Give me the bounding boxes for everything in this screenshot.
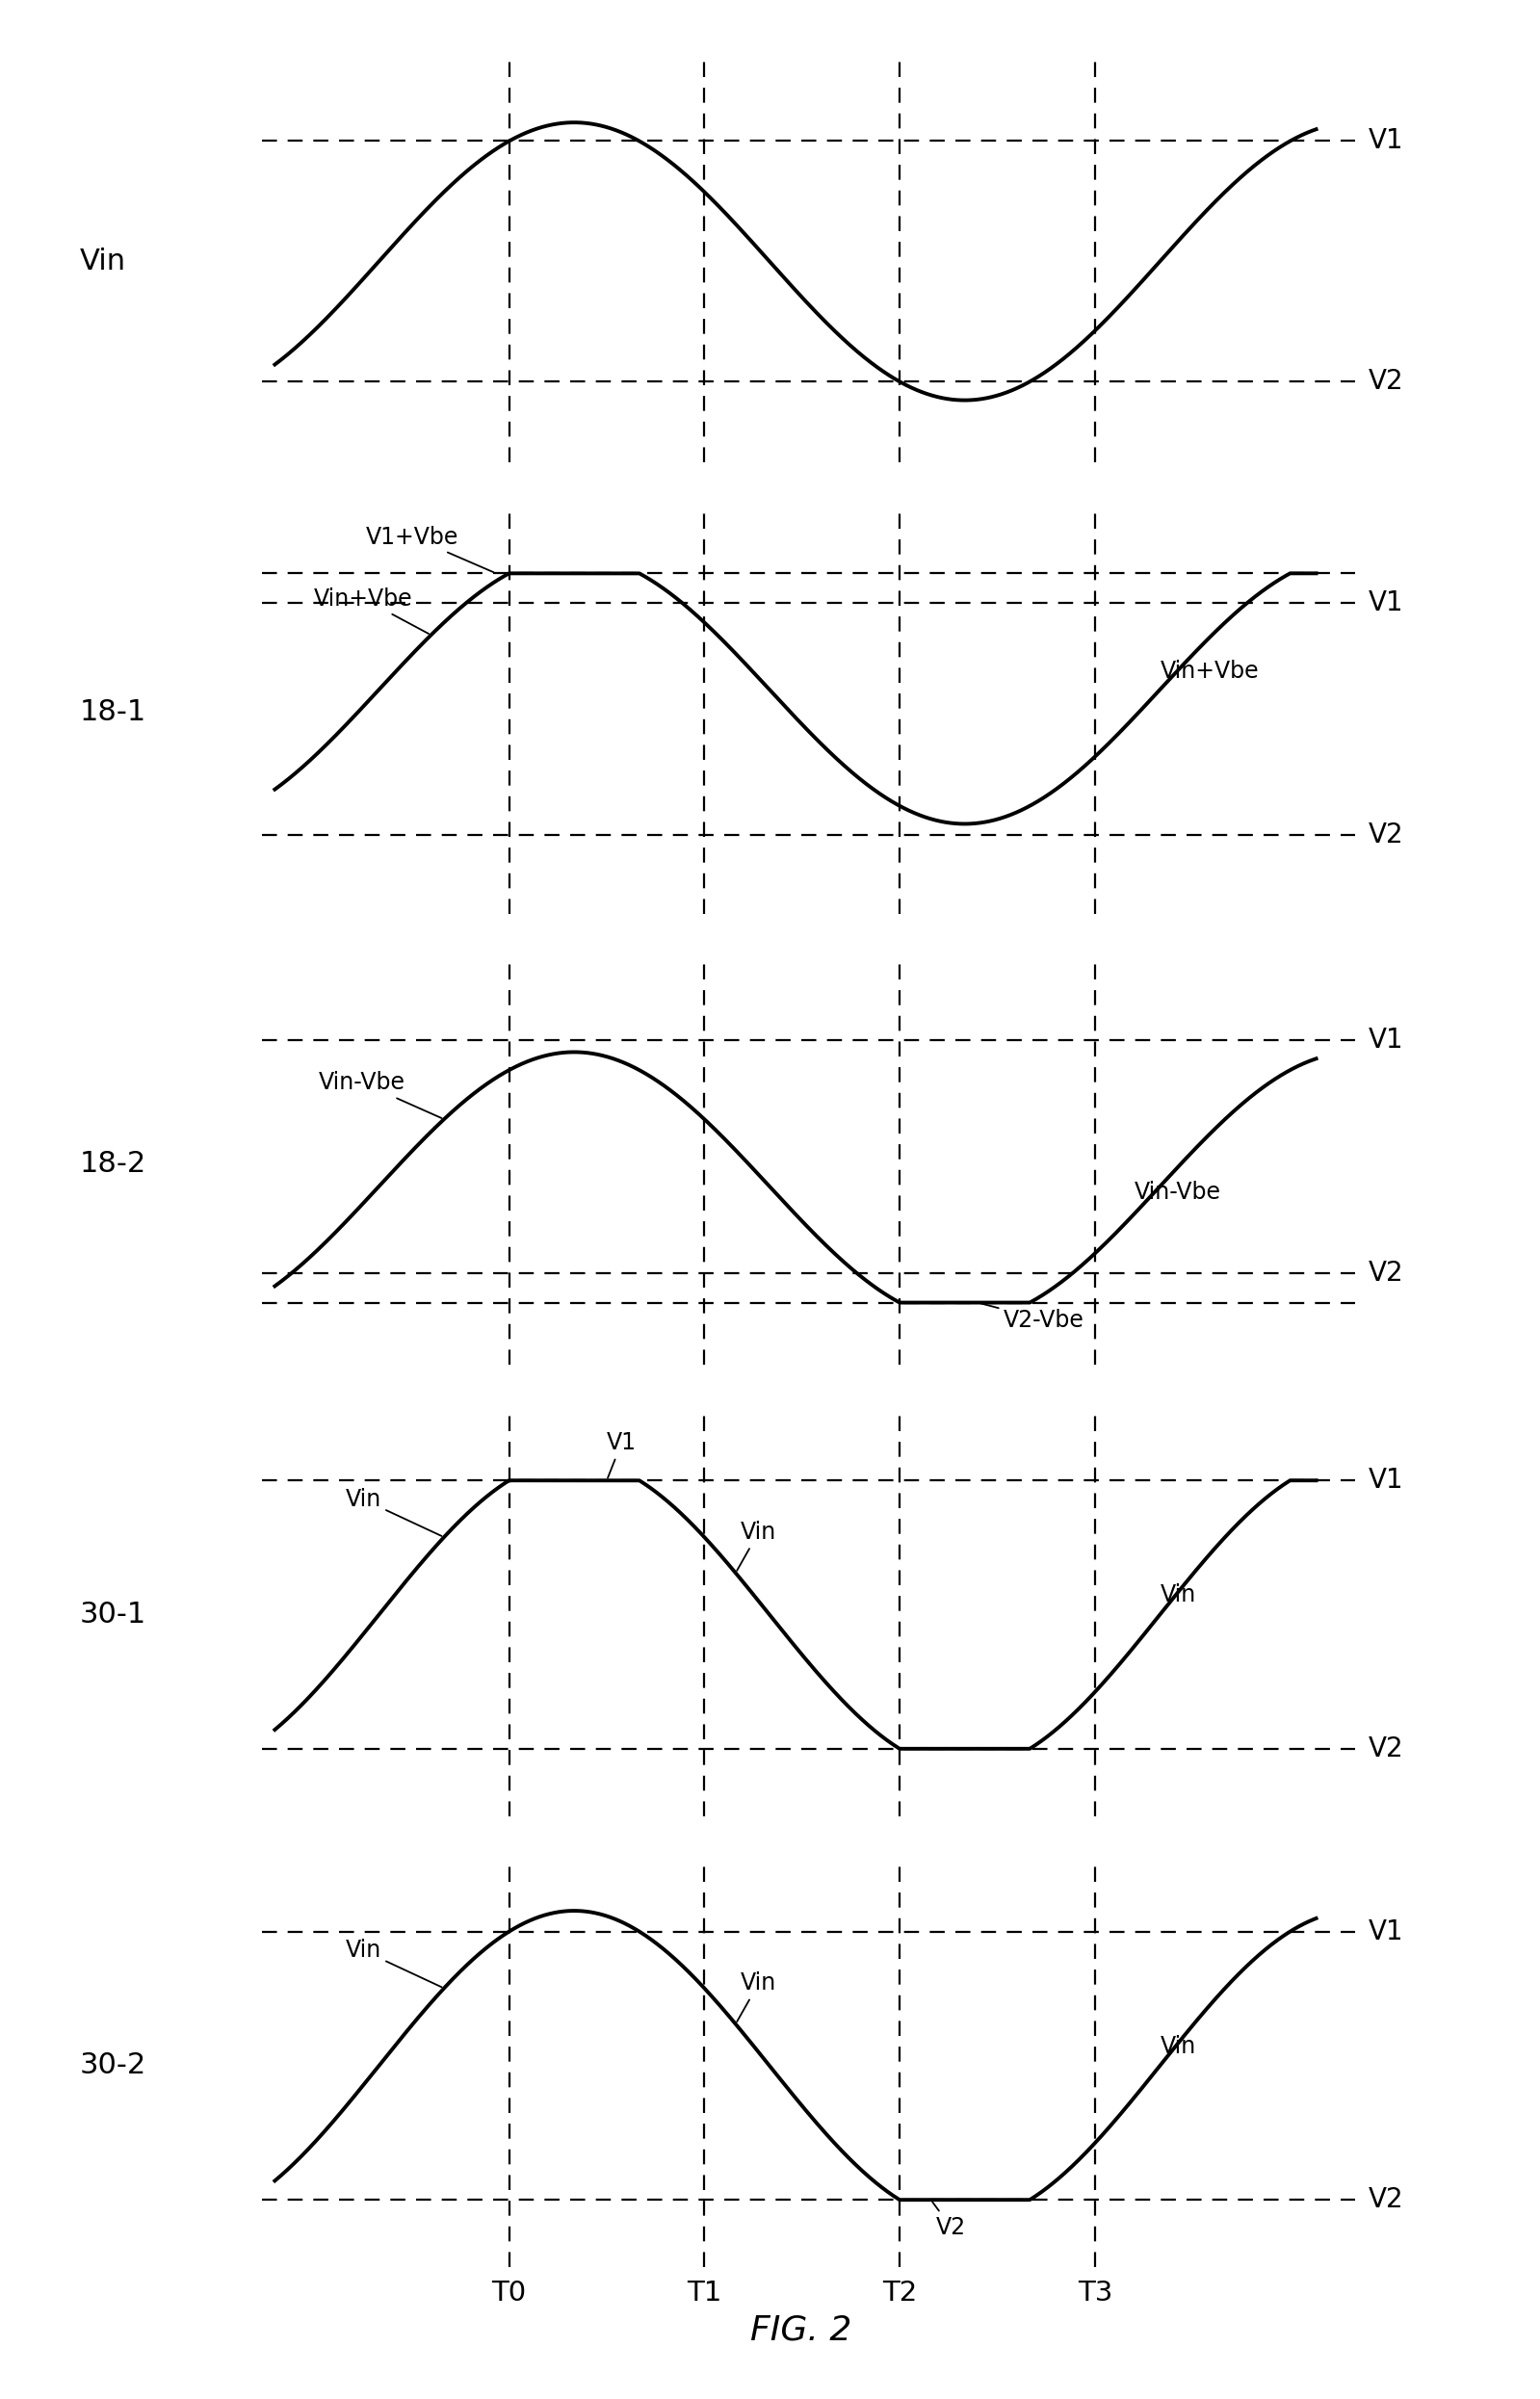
Text: V2: V2 — [1368, 367, 1403, 396]
Text: Vin-Vbe: Vin-Vbe — [1133, 1180, 1221, 1204]
Text: Vin: Vin — [1160, 2034, 1197, 2058]
Text: Vin: Vin — [738, 1972, 776, 2022]
Text: V2: V2 — [932, 2202, 966, 2238]
Text: Vin: Vin — [1160, 1583, 1197, 1607]
Text: Vin: Vin — [345, 1938, 442, 1986]
Text: V1: V1 — [607, 1432, 636, 1478]
Text: V2: V2 — [1368, 823, 1403, 849]
Text: V2: V2 — [1368, 2185, 1403, 2214]
Text: V1: V1 — [1368, 1027, 1403, 1053]
Text: 30-2: 30-2 — [80, 2051, 146, 2080]
Text: 30-1: 30-1 — [80, 1600, 146, 1629]
Text: 18-1: 18-1 — [80, 698, 146, 727]
Text: V2: V2 — [1368, 1734, 1403, 1763]
Text: V1: V1 — [1368, 1466, 1403, 1495]
Text: Vin: Vin — [345, 1487, 442, 1535]
Text: Vin-Vbe: Vin-Vbe — [319, 1072, 442, 1118]
Text: Vin: Vin — [738, 1521, 776, 1571]
Text: Vin+Vbe: Vin+Vbe — [314, 588, 428, 633]
Text: V1: V1 — [1368, 127, 1403, 154]
Text: Vin: Vin — [80, 247, 126, 276]
Text: 18-2: 18-2 — [80, 1149, 146, 1178]
Text: V2: V2 — [1368, 1259, 1403, 1286]
Text: FIG. 2: FIG. 2 — [750, 2313, 852, 2346]
Text: Vin+Vbe: Vin+Vbe — [1160, 660, 1258, 684]
Text: V2-Vbe: V2-Vbe — [981, 1303, 1084, 1331]
Text: V1: V1 — [1368, 1919, 1403, 1946]
Text: V1: V1 — [1368, 590, 1403, 617]
Text: V1+Vbe: V1+Vbe — [367, 525, 494, 573]
